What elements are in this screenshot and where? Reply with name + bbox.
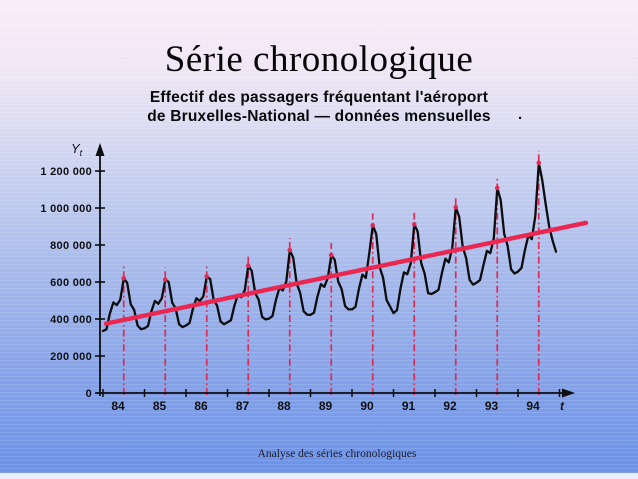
- x-tick-label: 89: [319, 399, 333, 413]
- y-tick-label: 1 000 000: [40, 203, 92, 215]
- slide-title: Série chronologique: [164, 39, 474, 80]
- trend-line: [103, 220, 589, 326]
- peak-marker-dot: [411, 221, 417, 227]
- peak-marker-dot: [370, 223, 376, 228]
- peak-marker-dot: [328, 252, 334, 258]
- x-tick-label: 88: [277, 399, 291, 413]
- peak-marker-dot: [204, 274, 210, 279]
- chart-subtitle: Effectif des passagers fréquentant l'aér…: [0, 88, 638, 126]
- y-tick-label: 800 000: [50, 240, 92, 252]
- peak-marker-dot: [453, 204, 459, 210]
- x-tick-label: 90: [360, 399, 374, 413]
- x-axis-label: t: [560, 399, 565, 413]
- chart-subtitle-line1: Effectif des passagers fréquentant l'aér…: [149, 89, 489, 106]
- x-tick-label: 86: [194, 399, 208, 413]
- x-tick-label: 84: [111, 399, 125, 413]
- y-tick-label: 200 000: [50, 351, 92, 363]
- peak-marker-dot: [162, 277, 168, 283]
- peak-marker-dot: [287, 247, 293, 253]
- subtitle-trailing-dot: .: [518, 106, 523, 123]
- x-tick-label: 87: [236, 399, 250, 413]
- peak-marker-dot: [494, 185, 500, 191]
- y-tick-label: 600 000: [50, 277, 92, 289]
- x-tick-label: 94: [526, 399, 540, 413]
- peak-marker-dot: [121, 276, 127, 281]
- slide-bottom-edge: [0, 473, 638, 479]
- y-tick-label: 400 000: [50, 314, 92, 326]
- slide-footer: Analyse des séries chronologiques: [257, 448, 417, 460]
- chart-subtitle-line2: de Bruxelles-National — données mensuell…: [147, 108, 491, 125]
- x-tick-label: 85: [153, 399, 167, 413]
- passengers-series-line: [101, 161, 558, 333]
- y-tick-label: 1 200 000: [40, 166, 92, 178]
- x-axis-arrow-icon: [562, 388, 575, 398]
- x-tick-label: 92: [443, 399, 457, 413]
- peak-marker-dot: [245, 263, 251, 269]
- x-tick-label: 91: [402, 399, 416, 413]
- y-tick-label: 0: [86, 388, 92, 400]
- peak-marker-dot: [536, 160, 542, 166]
- x-tick-label: 93: [485, 399, 499, 413]
- y-axis-label: Yt: [71, 141, 83, 158]
- y-axis-arrow-icon: [95, 143, 105, 156]
